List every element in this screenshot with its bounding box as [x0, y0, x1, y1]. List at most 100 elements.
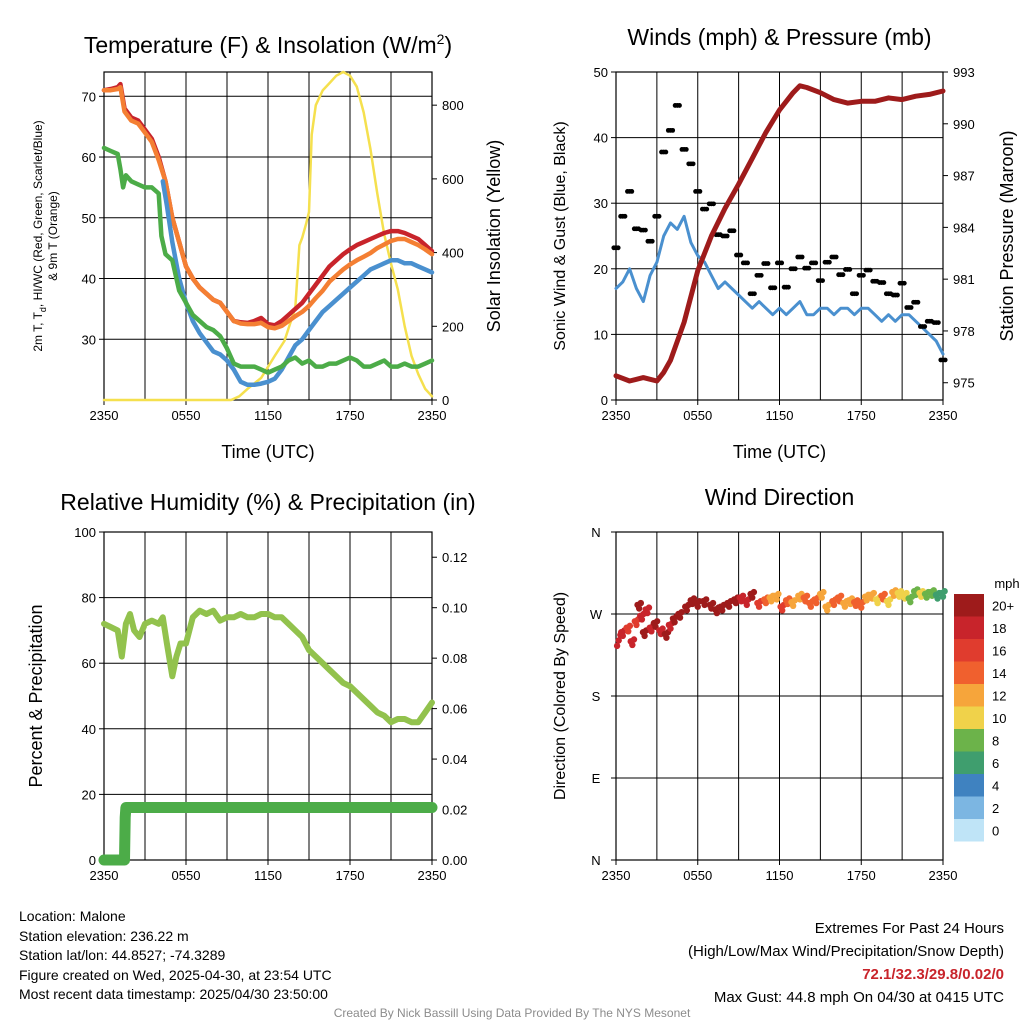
precip-y-tick-label: 0.00 — [442, 853, 467, 868]
credit-line: Created By Nick Bassill Using Data Provi… — [333, 1006, 691, 1020]
direction-point — [671, 619, 678, 626]
direction-point — [881, 590, 888, 598]
direction-point — [659, 625, 666, 632]
rh-chart-title: Relative Humidity (%) & Precipitation (i… — [60, 489, 475, 515]
direction-point — [762, 599, 770, 607]
gust-point — [663, 149, 669, 155]
insolation-y-tick-label: 200 — [442, 319, 464, 334]
direction-point — [676, 614, 684, 621]
precip-y-tick-label: 0.06 — [442, 702, 467, 717]
legend-label: 20+ — [992, 598, 1014, 613]
direction-point — [725, 603, 733, 610]
direction-y-tick-label: S — [592, 689, 601, 704]
figure-created: Figure created on Wed, 2025-04-30, at 23… — [19, 966, 332, 983]
x-tick-label: 1150 — [766, 868, 794, 883]
insolation-y-tick-label: 400 — [442, 246, 464, 261]
legend-swatch — [954, 751, 984, 774]
legend-swatch — [954, 796, 984, 819]
x-tick-label: 1150 — [766, 408, 794, 423]
wdir-y-axis-label: Direction (Colored By Speed) — [552, 592, 569, 800]
temp-chart-title: Temperature (F) & Insolation (W/m2) — [84, 31, 452, 58]
temp-y-tick-label: 60 — [82, 150, 96, 165]
direction-point — [626, 622, 634, 630]
direction-point — [939, 593, 947, 600]
gust-point — [629, 188, 635, 194]
pressure-y-tick-label: 975 — [953, 376, 975, 391]
legend-swatch — [954, 819, 984, 842]
wind-y-axis-label: Sonic Wind & Gust (Blue, Black) — [552, 121, 569, 350]
wind-y-tick-label: 40 — [594, 131, 608, 146]
direction-point — [823, 607, 831, 614]
direction-point — [635, 605, 643, 612]
direction-point — [803, 592, 811, 599]
legend-swatch — [954, 594, 984, 617]
gust-point — [826, 259, 832, 265]
x-tick-label: 1750 — [336, 408, 365, 423]
insolation-y-axis-label: Solar Insolation (Yellow) — [484, 140, 504, 332]
direction-y-tick-label: N — [591, 853, 600, 868]
legend-swatch — [954, 729, 984, 752]
direction-y-tick-label: E — [592, 771, 601, 786]
direction-point — [863, 597, 870, 604]
legend-swatch — [954, 661, 984, 684]
direction-point — [625, 628, 632, 635]
direction-point — [644, 609, 651, 617]
legend-label: 0 — [992, 823, 999, 838]
wdir-chart-title: Wind Direction — [705, 484, 855, 510]
legend-label: 4 — [992, 778, 999, 793]
direction-point — [645, 604, 653, 611]
gust-point — [915, 299, 921, 305]
station-info: Location: Malone Station elevation: 236.… — [19, 907, 332, 1005]
legend-swatch — [954, 639, 984, 662]
x-tick-label: 0550 — [683, 408, 712, 423]
x-tick-label: 1150 — [254, 408, 282, 423]
gust-point — [745, 260, 751, 266]
pressure-y-tick-label: 978 — [953, 324, 975, 339]
x-tick-label: 2350 — [90, 868, 119, 883]
legend-title: mph — [994, 576, 1019, 591]
gust-point — [820, 278, 825, 284]
legend-swatch — [954, 774, 984, 797]
gust-point — [704, 206, 710, 212]
temp-y-tick-label: 70 — [82, 89, 96, 104]
gust-point — [697, 188, 703, 194]
direction-point — [750, 588, 758, 596]
direction-point — [663, 634, 670, 641]
legend-label: 12 — [992, 688, 1006, 703]
direction-point — [615, 637, 622, 644]
pressure-y-tick-label: 987 — [953, 169, 975, 184]
precip-y-tick-label: 0.12 — [442, 550, 467, 565]
max-gust: Max Gust: 44.8 mph On 04/30 at 0415 UTC — [713, 989, 1004, 1006]
gust-point — [854, 291, 860, 297]
direction-point — [732, 599, 740, 607]
extremes-values: 72.1/32.3/29.8/0.02/0 — [862, 966, 1004, 983]
direction-point — [903, 589, 910, 597]
gust-point — [690, 161, 696, 167]
pressure-y-axis-label: Station Pressure (Maroon) — [997, 130, 1017, 341]
gust-point — [758, 272, 764, 278]
direction-point — [773, 596, 780, 603]
direction-point — [841, 603, 849, 610]
gust-point — [922, 324, 928, 329]
x-tick-label: 0550 — [172, 868, 201, 883]
temp-y-tick-label: 30 — [82, 332, 96, 347]
direction-point — [648, 628, 655, 635]
direction-point — [830, 601, 838, 609]
gust-point — [772, 285, 778, 291]
temp-series-line — [101, 84, 435, 331]
rh-y-axis-label: Percent & Precipitation — [26, 604, 46, 787]
direction-point — [701, 601, 708, 609]
direction-point — [633, 621, 640, 629]
gust-point — [711, 201, 716, 207]
gust-point — [670, 127, 676, 133]
x-tick-label: 1750 — [847, 408, 876, 423]
direction-point — [934, 595, 941, 602]
gust-point — [622, 213, 628, 219]
direction-point — [813, 599, 820, 607]
gust-point — [765, 261, 771, 266]
legend-swatch — [954, 706, 984, 729]
direction-point — [694, 603, 701, 610]
wind-y-tick-label: 0 — [601, 393, 608, 408]
gust-point — [724, 233, 730, 239]
